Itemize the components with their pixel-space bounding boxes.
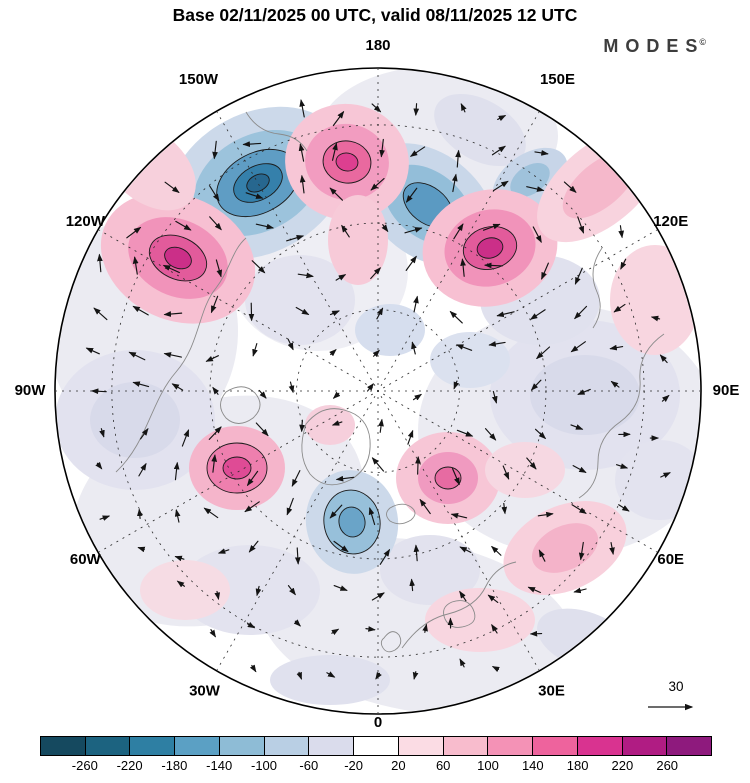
- colorbar-cell: [442, 737, 488, 755]
- colorbar-tick-label: -60: [299, 758, 319, 773]
- modes-logo: MODES©: [603, 36, 706, 57]
- map-interior: [56, 69, 700, 713]
- modes-logo-mark: ©: [699, 37, 706, 47]
- colorbar-cell: [174, 737, 219, 755]
- colorbar-tick-label: 220: [611, 758, 634, 773]
- longitude-label: 30E: [538, 682, 565, 699]
- colorbar-cell: [576, 737, 622, 755]
- colorbar-tick-label: -100: [250, 758, 278, 773]
- colorbar-tick-labels: -260 -220 -180 -140 -100 -60 -20 20 60 100 140 180 2…: [40, 758, 712, 776]
- polar-map-svg: 180 150W 150E 120W 120E 90W 90E 60W 60E 30W 30E 0 30: [15, 37, 740, 731]
- reference-vector-label: 30: [668, 679, 683, 694]
- colorbar-tick-label: 180: [566, 758, 589, 773]
- colorbar-tick-label: -140: [206, 758, 233, 773]
- colorbar-tick-label: 140: [521, 758, 544, 773]
- colorbar-cell: [263, 737, 309, 755]
- longitude-label: 150E: [540, 71, 575, 88]
- colorbar-cell: [41, 737, 85, 755]
- longitude-label: 60W: [70, 551, 102, 568]
- colorbar-cell: [621, 737, 667, 755]
- modes-logo-text: MODES: [603, 36, 705, 56]
- colorbar-tick-label: -260: [71, 758, 98, 773]
- longitude-label: 30W: [189, 682, 221, 699]
- colorbar-tick-label: 100: [477, 758, 499, 773]
- colorbar-cell: [666, 737, 712, 755]
- colorbar-cells: [40, 736, 712, 756]
- longitude-label: 180: [365, 37, 390, 54]
- colorbar-tick-label: -20: [344, 758, 363, 773]
- reference-vector: 30: [648, 679, 694, 711]
- colorbar: -260 -220 -180 -140 -100 -60 -20 20 60 100 140 180 2…: [40, 736, 712, 776]
- colorbar-tick-label: 60: [435, 758, 451, 773]
- graticule: [56, 69, 700, 713]
- longitude-label: 120W: [66, 213, 106, 230]
- colorbar-tick-label: 20: [391, 758, 406, 773]
- colorbar-cell: [487, 737, 533, 755]
- colorbar-cell: [218, 737, 264, 755]
- colorbar-cell: [353, 737, 398, 755]
- colorbar-tick-label: -180: [161, 758, 188, 773]
- colorbar-cell: [129, 737, 175, 755]
- longitude-labels: 180 150W 150E 120W 120E 90W 90E 60W 60E 30W 30E 0: [15, 37, 740, 731]
- colorbar-cell: [532, 737, 577, 755]
- longitude-label: 90W: [15, 382, 47, 399]
- longitude-label: 120E: [653, 213, 688, 230]
- longitude-label: 60E: [657, 551, 684, 568]
- map-boundary-circle: [54, 67, 702, 715]
- colorbar-tick-label: -220: [116, 758, 143, 773]
- colorbar-cell: [397, 737, 443, 755]
- colorbar-cell: [84, 737, 130, 755]
- chart-title: Base 02/11/2025 00 UTC, valid 08/11/2025…: [172, 5, 578, 25]
- longitude-label: 150W: [179, 71, 219, 88]
- colorbar-cell: [308, 737, 354, 755]
- wind-vectors: [85, 99, 671, 680]
- colorbar-tick-label: 260: [656, 758, 679, 773]
- longitude-label: 90E: [713, 382, 740, 399]
- longitude-label: 0: [374, 714, 382, 731]
- anomaly-field: [56, 69, 700, 713]
